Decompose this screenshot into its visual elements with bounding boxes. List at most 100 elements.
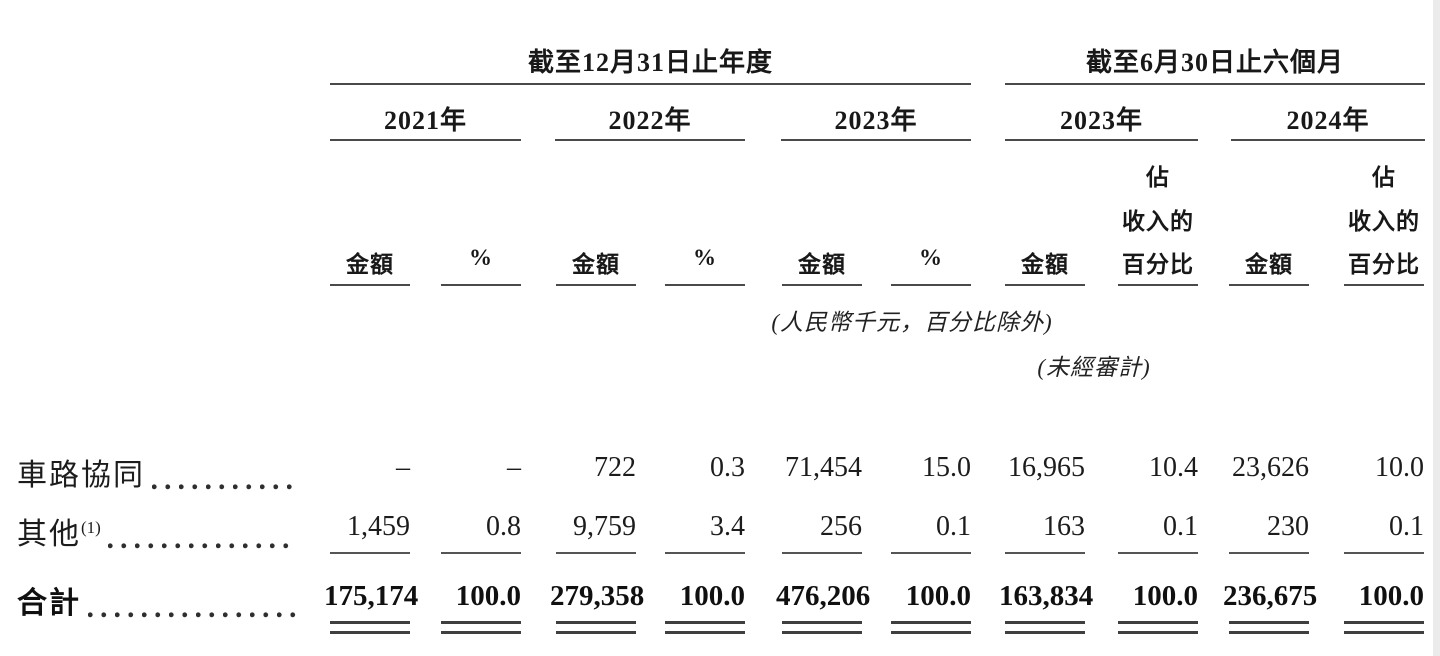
- total-double-rule: [1005, 631, 1085, 634]
- table-cell: 722: [594, 452, 636, 483]
- subtotal-rule: [665, 552, 745, 554]
- table-cell: 9,759: [573, 511, 636, 542]
- table-cell: 0.1: [1389, 511, 1424, 542]
- total-cell: 175,174: [324, 580, 419, 612]
- col-header-amount: 金額: [572, 252, 620, 277]
- total-cell: 100.0: [679, 580, 745, 612]
- subtotal-rule: [1118, 552, 1198, 554]
- header-rule-interim: [1005, 83, 1425, 85]
- total-cell: 163,834: [999, 580, 1094, 612]
- subtotal-rule: [441, 552, 521, 554]
- pct-of-revenue-line3: 百分比: [1122, 252, 1194, 277]
- year-rule-2024-interim: [1231, 139, 1425, 141]
- total-double-rule: [1229, 631, 1309, 634]
- total-double-rule: [1344, 621, 1424, 624]
- year-label-2021: 2021年: [383, 106, 467, 135]
- subtotal-rule: [330, 552, 410, 554]
- unaudited-note: (未經審計): [1037, 355, 1151, 380]
- period-header-annual: 截至12月31日止年度: [527, 48, 773, 77]
- table-cell: 3.4: [710, 511, 745, 542]
- table-cell: 10.0: [1375, 452, 1424, 483]
- table-row-label-others: 其他(1): [17, 509, 298, 553]
- total-cell: 100.0: [1358, 580, 1424, 612]
- col-header-percent: %: [919, 245, 943, 270]
- subtotal-rule: [1229, 552, 1309, 554]
- table-cell: 15.0: [922, 452, 971, 483]
- header-rule-annual: [330, 83, 971, 85]
- year-rule-2022: [555, 139, 745, 141]
- col-rule: [556, 284, 636, 286]
- table-cell: 230: [1267, 511, 1309, 542]
- row-label: 其他(1): [17, 518, 101, 551]
- row-label: 合計: [17, 587, 81, 620]
- subtotal-rule: [1344, 552, 1424, 554]
- table-cell: 23,626: [1232, 452, 1309, 483]
- col-header-amount: 金額: [798, 252, 846, 277]
- total-double-rule: [665, 631, 745, 634]
- pct-of-revenue-line2: 收入的: [1348, 209, 1420, 234]
- subtotal-rule: [1005, 552, 1085, 554]
- period-header-interim: 截至6月30日止六個月: [1085, 48, 1344, 77]
- col-rule: [665, 284, 745, 286]
- year-rule-2023-interim: [1005, 139, 1198, 141]
- table-cell: 16,965: [1008, 452, 1085, 483]
- dot-leader: [152, 484, 296, 490]
- total-double-rule: [330, 621, 410, 624]
- table-cell: 0.3: [710, 452, 745, 483]
- year-label-2022: 2022年: [608, 106, 692, 135]
- pct-of-revenue-line3: 百分比: [1348, 252, 1420, 277]
- total-double-rule: [891, 631, 971, 634]
- total-double-rule: [1118, 631, 1198, 634]
- total-double-rule: [556, 631, 636, 634]
- total-double-rule: [782, 621, 862, 624]
- col-rule: [441, 284, 521, 286]
- pct-of-revenue-line1: 佔: [1146, 165, 1170, 190]
- table-cell: –: [507, 452, 521, 483]
- total-cell: 476,206: [776, 580, 871, 612]
- col-rule: [1229, 284, 1309, 286]
- footnote-marker: (1): [81, 518, 101, 537]
- col-header-amount: 金額: [1021, 252, 1069, 277]
- page-edge-strip: [1433, 0, 1440, 656]
- pct-of-revenue-line1: 佔: [1372, 165, 1396, 190]
- subtotal-rule: [891, 552, 971, 554]
- table-cell: 10.4: [1149, 452, 1198, 483]
- total-cell: 279,358: [550, 580, 645, 612]
- year-label-2024-interim: 2024年: [1286, 106, 1370, 135]
- total-cell: 100.0: [455, 580, 521, 612]
- col-header-amount: 金額: [1245, 252, 1293, 277]
- table-cell: 0.1: [936, 511, 971, 542]
- col-rule: [330, 284, 410, 286]
- total-double-rule: [1229, 621, 1309, 624]
- total-cell: 236,675: [1223, 580, 1318, 612]
- total-cell: 100.0: [905, 580, 971, 612]
- dot-leader: [88, 612, 296, 618]
- year-label-2023-interim: 2023年: [1059, 106, 1143, 135]
- currency-note: (人民幣千元，百分比除外): [771, 310, 1053, 335]
- subtotal-rule: [782, 552, 862, 554]
- total-double-rule: [556, 621, 636, 624]
- col-rule: [782, 284, 862, 286]
- year-rule-2021: [330, 139, 521, 141]
- col-rule: [1344, 284, 1424, 286]
- total-double-rule: [330, 631, 410, 634]
- total-double-rule: [891, 621, 971, 624]
- table-cell: 0.8: [486, 511, 521, 542]
- col-rule: [1118, 284, 1198, 286]
- table-cell: 256: [820, 511, 862, 542]
- table-row-label-v2x: 車路協同: [17, 450, 298, 494]
- total-double-rule: [665, 621, 745, 624]
- table-cell: 0.1: [1163, 511, 1198, 542]
- col-rule: [891, 284, 971, 286]
- table-cell: –: [396, 452, 410, 483]
- total-double-rule: [441, 621, 521, 624]
- pct-of-revenue-line2: 收入的: [1122, 209, 1194, 234]
- table-cell: 163: [1043, 511, 1085, 542]
- table-cell: 71,454: [785, 452, 862, 483]
- dot-leader: [107, 543, 296, 549]
- col-rule: [1005, 284, 1085, 286]
- total-double-rule: [782, 631, 862, 634]
- table-row-label-total: 合計: [17, 578, 298, 622]
- subtotal-rule: [556, 552, 636, 554]
